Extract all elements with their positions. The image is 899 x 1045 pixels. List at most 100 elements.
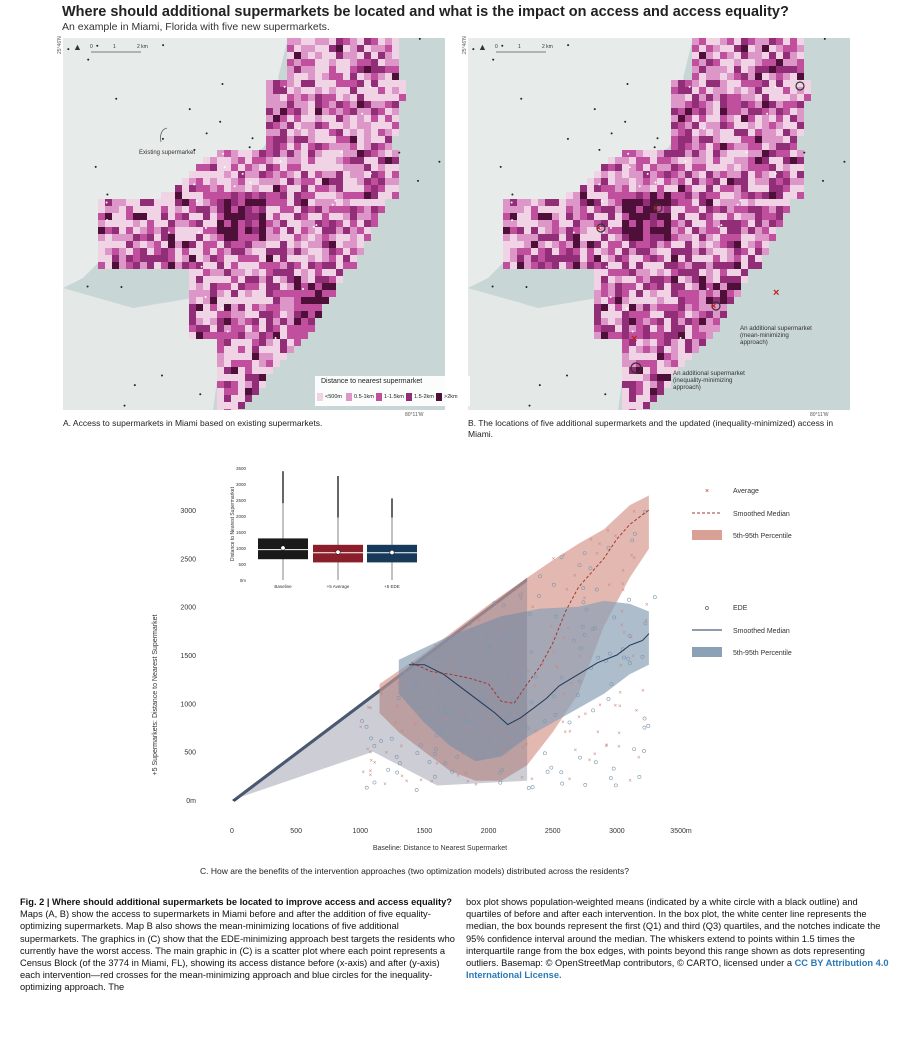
grid-cell — [245, 276, 252, 283]
grid-cell — [671, 318, 678, 325]
grid-cell — [259, 318, 266, 325]
grid-cell — [315, 59, 322, 66]
grid-cell — [147, 262, 154, 269]
grid-cell — [224, 290, 231, 297]
grid-cell — [266, 143, 273, 150]
grid-cell — [343, 122, 350, 129]
grid-cell — [273, 199, 280, 206]
grid-cell — [231, 178, 238, 185]
grid-cell — [266, 164, 273, 171]
grid-cell — [343, 80, 350, 87]
grid-cell — [762, 52, 769, 59]
chart-caption: C. How are the benefits of the intervent… — [200, 866, 630, 876]
grid-cell — [706, 248, 713, 255]
grid-cell — [189, 276, 196, 283]
grid-cell — [776, 122, 783, 129]
grid-cell — [769, 108, 776, 115]
grid-cell — [210, 283, 217, 290]
grid-cell — [636, 269, 643, 276]
grid-cell — [594, 199, 601, 206]
grid-cell — [210, 206, 217, 213]
supermarket-dot — [600, 200, 603, 203]
mean-point: × — [509, 736, 513, 742]
grid-cell — [245, 171, 252, 178]
grid-cell — [671, 108, 678, 115]
grid-cell — [301, 332, 308, 339]
grid-cell — [196, 206, 203, 213]
grid-cell — [678, 206, 685, 213]
grid-cell — [322, 129, 329, 136]
grid-cell — [357, 45, 364, 52]
grid-cell — [734, 283, 741, 290]
grid-cell — [692, 52, 699, 59]
legend-label: 0.5-1km — [354, 394, 374, 400]
grid-cell — [252, 269, 259, 276]
grid-cell — [783, 59, 790, 66]
grid-cell — [308, 318, 315, 325]
grid-cell — [713, 171, 720, 178]
supermarket-dot — [609, 227, 612, 230]
grid-cell — [371, 59, 378, 66]
grid-cell — [671, 87, 678, 94]
grid-cell — [182, 206, 189, 213]
grid-cell — [636, 213, 643, 220]
grid-cell — [748, 115, 755, 122]
license-link[interactable]: CC BY Attribution 4.0 International Lice… — [466, 958, 889, 981]
grid-cell — [273, 101, 280, 108]
grid-cell — [308, 220, 315, 227]
grid-cell — [503, 262, 510, 269]
grid-cell — [650, 297, 657, 304]
ede-point — [394, 754, 399, 759]
grid-cell — [727, 101, 734, 108]
grid-cell — [713, 108, 720, 115]
grid-cell — [734, 185, 741, 192]
grid-cell — [790, 38, 797, 45]
grid-cell — [182, 262, 189, 269]
grid-cell — [245, 220, 252, 227]
grid-cell — [203, 171, 210, 178]
grid-cell — [636, 388, 643, 395]
grid-cell — [748, 129, 755, 136]
grid-cell — [336, 213, 343, 220]
grid-cell — [392, 115, 399, 122]
grid-cell — [287, 311, 294, 318]
grid-cell — [217, 290, 224, 297]
grid-cell — [727, 206, 734, 213]
ede-point — [501, 603, 506, 608]
grid-cell — [273, 234, 280, 241]
ede-point — [445, 712, 450, 717]
grid-cell — [217, 381, 224, 388]
grid-cell — [531, 213, 538, 220]
grid-cell — [601, 241, 608, 248]
grid-cell — [699, 108, 706, 115]
grid-cell — [713, 59, 720, 66]
grid-cell — [706, 325, 713, 332]
grid-cell — [294, 192, 301, 199]
grid-cell — [196, 171, 203, 178]
grid-cell — [755, 136, 762, 143]
grid-cell — [294, 45, 301, 52]
grid-cell — [699, 290, 706, 297]
grid-cell — [699, 199, 706, 206]
grid-cell — [706, 45, 713, 52]
ede-point — [507, 711, 512, 716]
grid-cell — [748, 185, 755, 192]
grid-cell — [392, 129, 399, 136]
grid-cell — [580, 227, 587, 234]
grid-cell — [301, 276, 308, 283]
scatter-chart: ××××××××××××××××××××××××××××××××××××××××… — [152, 466, 792, 852]
supermarket-dot — [654, 181, 657, 184]
grid-cell — [287, 220, 294, 227]
grid-cell — [322, 297, 329, 304]
grid-cell — [196, 199, 203, 206]
grid-cell — [755, 171, 762, 178]
grid-cell — [573, 206, 580, 213]
grid-cell — [322, 143, 329, 150]
grid-cell — [615, 178, 622, 185]
mean-supermarket-marker: × — [653, 203, 658, 213]
mean-point: × — [598, 542, 602, 548]
grid-cell — [154, 234, 161, 241]
grid-cell — [308, 290, 315, 297]
grid-cell — [615, 269, 622, 276]
grid-cell — [119, 213, 126, 220]
